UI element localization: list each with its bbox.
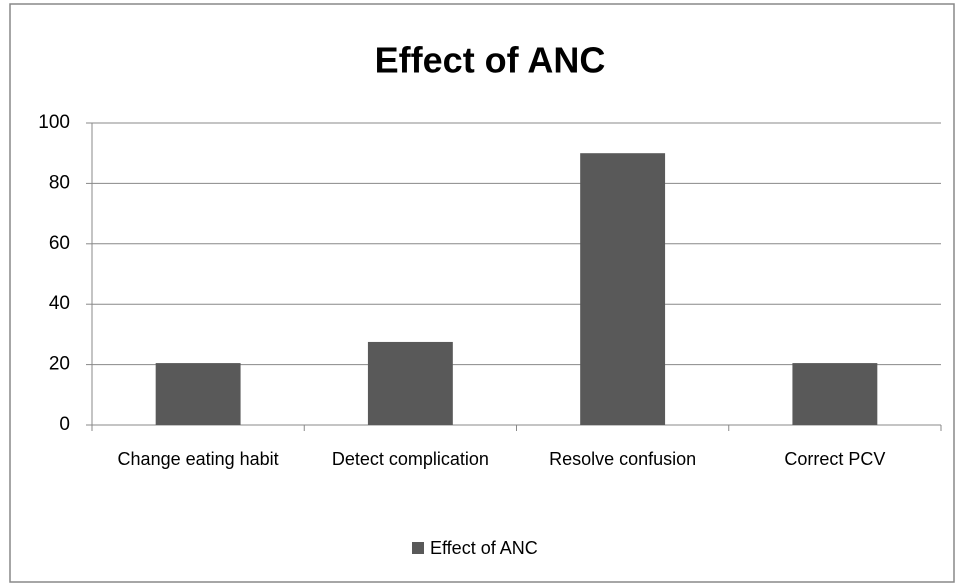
- x-tick-label: Change eating habit: [117, 449, 279, 469]
- legend-label: Effect of ANC: [430, 538, 538, 558]
- bar: [367, 341, 453, 425]
- bar: [155, 363, 241, 425]
- y-tick-label: 20: [49, 354, 70, 375]
- y-tick-label: 80: [49, 172, 70, 193]
- chart-border: [9, 3, 955, 583]
- y-tick-label: 100: [38, 112, 70, 133]
- x-tick-label: Correct PCV: [784, 449, 886, 469]
- bar: [792, 363, 878, 425]
- x-tick-label: Detect complication: [331, 449, 489, 469]
- chart-title: Effect of ANC: [375, 40, 606, 81]
- legend-swatch: [412, 542, 424, 554]
- y-tick-label: 40: [49, 293, 70, 314]
- y-tick-label: 0: [59, 414, 70, 435]
- bar: [580, 153, 666, 425]
- x-tick-label: Resolve confusion: [549, 449, 697, 469]
- y-tick-label: 60: [49, 233, 70, 254]
